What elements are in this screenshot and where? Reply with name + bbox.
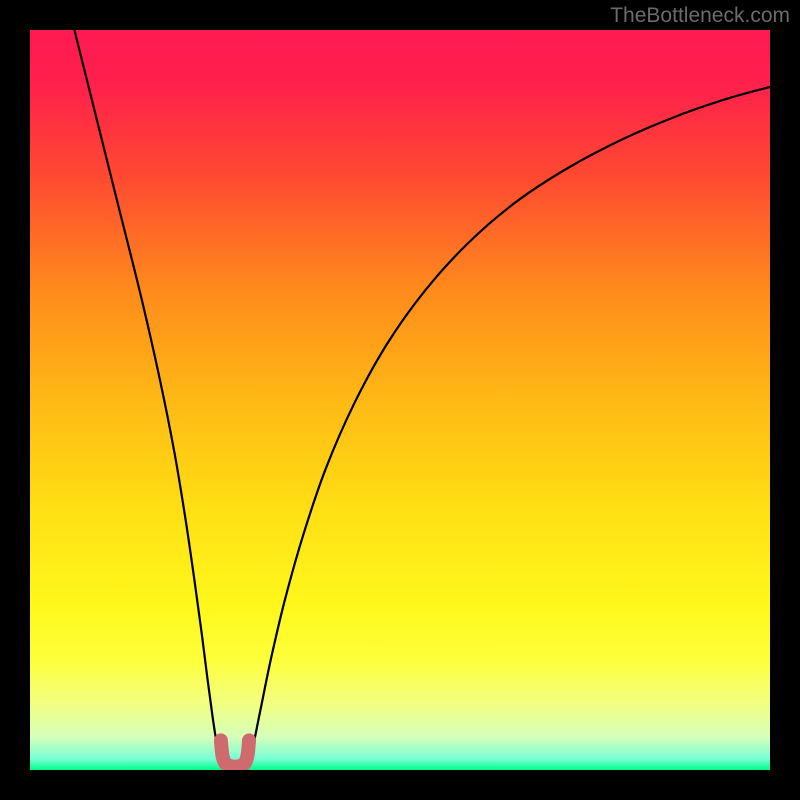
bottleneck-curve-right: [246, 87, 770, 768]
curve-layer: [30, 30, 770, 770]
plot-area: [30, 30, 770, 770]
valley-marker: [221, 740, 249, 766]
chart-stage: TheBottleneck.com: [0, 0, 800, 800]
watermark-text: TheBottleneck.com: [610, 4, 790, 28]
bottleneck-curve-left: [74, 30, 223, 768]
